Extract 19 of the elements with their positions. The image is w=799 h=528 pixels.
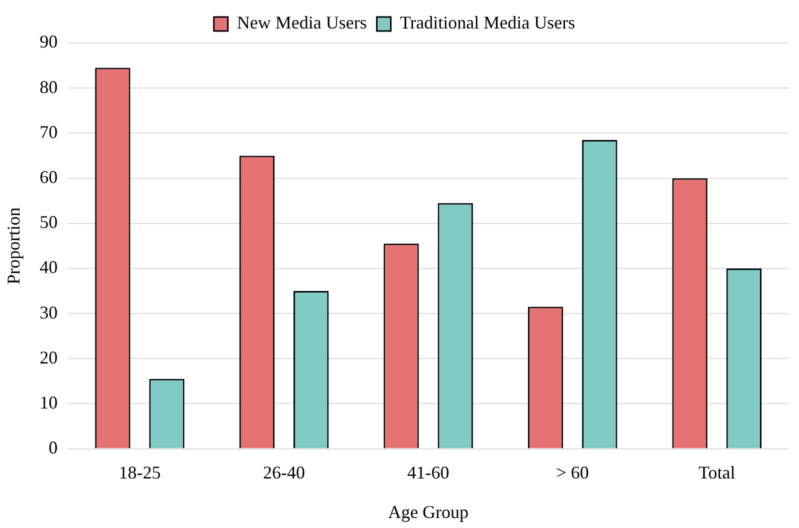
- y-tick-label: 30: [40, 302, 58, 322]
- x-tick-label: 18-25: [118, 462, 161, 482]
- y-tick-label: 0: [48, 438, 58, 458]
- y-tick-label: 60: [40, 167, 58, 187]
- y-tick-label: 10: [40, 392, 58, 412]
- y-tick-label: 90: [40, 32, 58, 52]
- y-tick-label: 50: [40, 212, 58, 232]
- x-axis-title: Age Group: [388, 502, 469, 522]
- legend-label: New Media Users: [236, 12, 367, 33]
- y-tick-label: 40: [40, 257, 58, 278]
- y-axis-title: Proportion: [4, 207, 24, 284]
- x-tick-label: > 60: [556, 462, 589, 482]
- x-tick-label: 41-60: [407, 462, 450, 482]
- x-tick-label: 26-40: [263, 462, 306, 482]
- y-tick-label: 80: [40, 76, 58, 97]
- y-tick-label: 20: [40, 347, 58, 368]
- y-tick-label: 70: [40, 122, 58, 142]
- legend-label: Traditional Media Users: [400, 12, 576, 33]
- x-tick-label: Total: [698, 462, 736, 482]
